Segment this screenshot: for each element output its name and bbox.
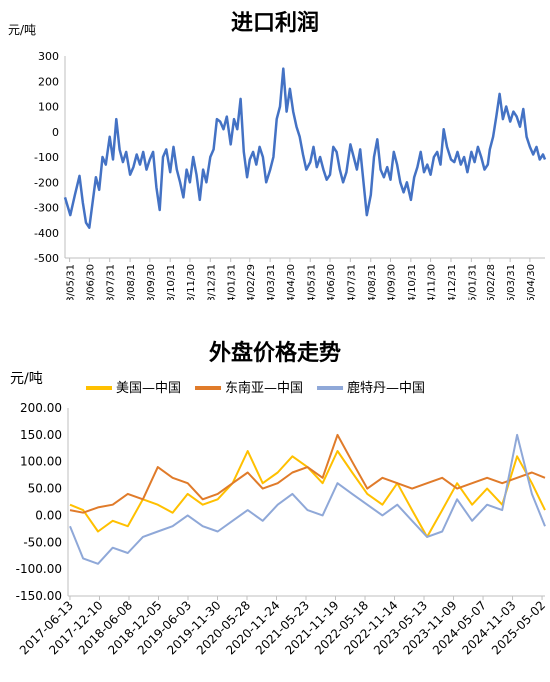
x-tick-label: 2024/01/31 bbox=[227, 264, 238, 300]
x-tick-label: 2025/03/31 bbox=[506, 264, 517, 300]
x-tick-label: 2024/11/30 bbox=[427, 264, 438, 300]
x-tick-label: 2025/02/28 bbox=[486, 264, 497, 300]
x-tick-label: 2025/04/30 bbox=[526, 264, 537, 300]
import-profit-svg: 进口利润 元/吨 300 200 100 0 -100 -200 -300 -400 -500 2… bbox=[8, 10, 547, 322]
x-tick-label: 2023/05/31 bbox=[66, 264, 77, 300]
x-tick-label: 2024/12/31 bbox=[447, 264, 458, 300]
foreign-price-svg: 外盘价格走势 元/吨 美国—中国 东南亚—中国 鹿特丹—中国 200.00 150.0… bbox=[10, 340, 548, 657]
y-tick-label: 300 bbox=[38, 50, 59, 63]
series-line bbox=[69, 433, 546, 565]
x-tick-label: 2024/06/30 bbox=[326, 264, 337, 300]
x-tick-label: 2023/09/30 bbox=[146, 264, 157, 300]
x-tick-label: 2024/08/31 bbox=[367, 264, 378, 300]
y-tick-label: -500 bbox=[34, 252, 59, 265]
x-tick-label: 2023/12/31 bbox=[206, 264, 217, 300]
y-axis-unit: 元/吨 bbox=[8, 23, 36, 37]
y-tick-label: 0 bbox=[52, 126, 59, 139]
x-tick-label: 2024/10/31 bbox=[407, 264, 418, 300]
y-tick-label: 200 bbox=[38, 75, 59, 88]
chart-title: 外盘价格走势 bbox=[209, 340, 341, 366]
legend-label: 东南亚—中国 bbox=[225, 380, 303, 396]
x-tick-label: 2023/10/31 bbox=[166, 264, 177, 300]
y-tick-label: -50.00 bbox=[23, 535, 62, 549]
x-tick-label: 2024/09/30 bbox=[386, 264, 397, 300]
y-tick-label: 50.00 bbox=[28, 482, 62, 496]
y-tick-label: -400 bbox=[34, 227, 59, 240]
x-tick-label: 2023/07/31 bbox=[106, 264, 117, 300]
y-tick-label: -100.00 bbox=[16, 562, 62, 576]
series-line bbox=[69, 433, 546, 514]
legend-label: 美国—中国 bbox=[116, 381, 181, 396]
series-line bbox=[63, 67, 547, 229]
plot-area: 300 200 100 0 -100 -200 -300 -400 -500 2023/05/31… bbox=[34, 50, 547, 322]
y-axis-unit: 元/吨 bbox=[10, 371, 43, 387]
y-tick-label: 100 bbox=[38, 101, 59, 114]
foreign-price-chart: 外盘价格走势 元/吨 美国—中国 东南亚—中国 鹿特丹—中国 200.00 150.0… bbox=[0, 330, 550, 678]
legend-label: 鹿特丹—中国 bbox=[347, 380, 425, 396]
x-tick-label: 2023/06/30 bbox=[85, 264, 96, 300]
x-tick-label: 2024/04/30 bbox=[286, 264, 297, 300]
y-tick-label: 0.00 bbox=[35, 508, 62, 522]
y-tick-label: 200.00 bbox=[20, 401, 62, 415]
x-tick-label: 2025/01/31 bbox=[467, 264, 478, 300]
plot-area: 200.00 150.00 100.00 50.00 0.00 -50.00 -100.00… bbox=[16, 401, 548, 657]
x-tick-label: 2023/08/31 bbox=[126, 264, 137, 300]
y-tick-label: 100.00 bbox=[20, 455, 62, 469]
import-profit-chart: 进口利润 元/吨 300 200 100 0 -100 -200 -300 -400 -500 2… bbox=[0, 0, 550, 322]
y-tick-label: -100 bbox=[34, 151, 59, 164]
x-tick-label: 2024/02/29 bbox=[246, 264, 257, 300]
x-tick-label: 2024/05/31 bbox=[306, 264, 317, 300]
y-tick-label: -300 bbox=[34, 202, 59, 215]
y-tick-label: -150.00 bbox=[16, 589, 62, 603]
series-line bbox=[69, 450, 546, 538]
y-tick-label: 150.00 bbox=[20, 428, 62, 442]
y-tick-label: -200 bbox=[34, 176, 59, 189]
x-tick-label: 2023/11/30 bbox=[186, 264, 197, 300]
x-tick-label: 2024/07/31 bbox=[346, 264, 357, 300]
chart-title: 进口利润 bbox=[231, 10, 319, 36]
legend: 美国—中国 东南亚—中国 鹿特丹—中国 bbox=[86, 380, 425, 396]
x-tick-label: 2024/03/31 bbox=[266, 264, 277, 300]
